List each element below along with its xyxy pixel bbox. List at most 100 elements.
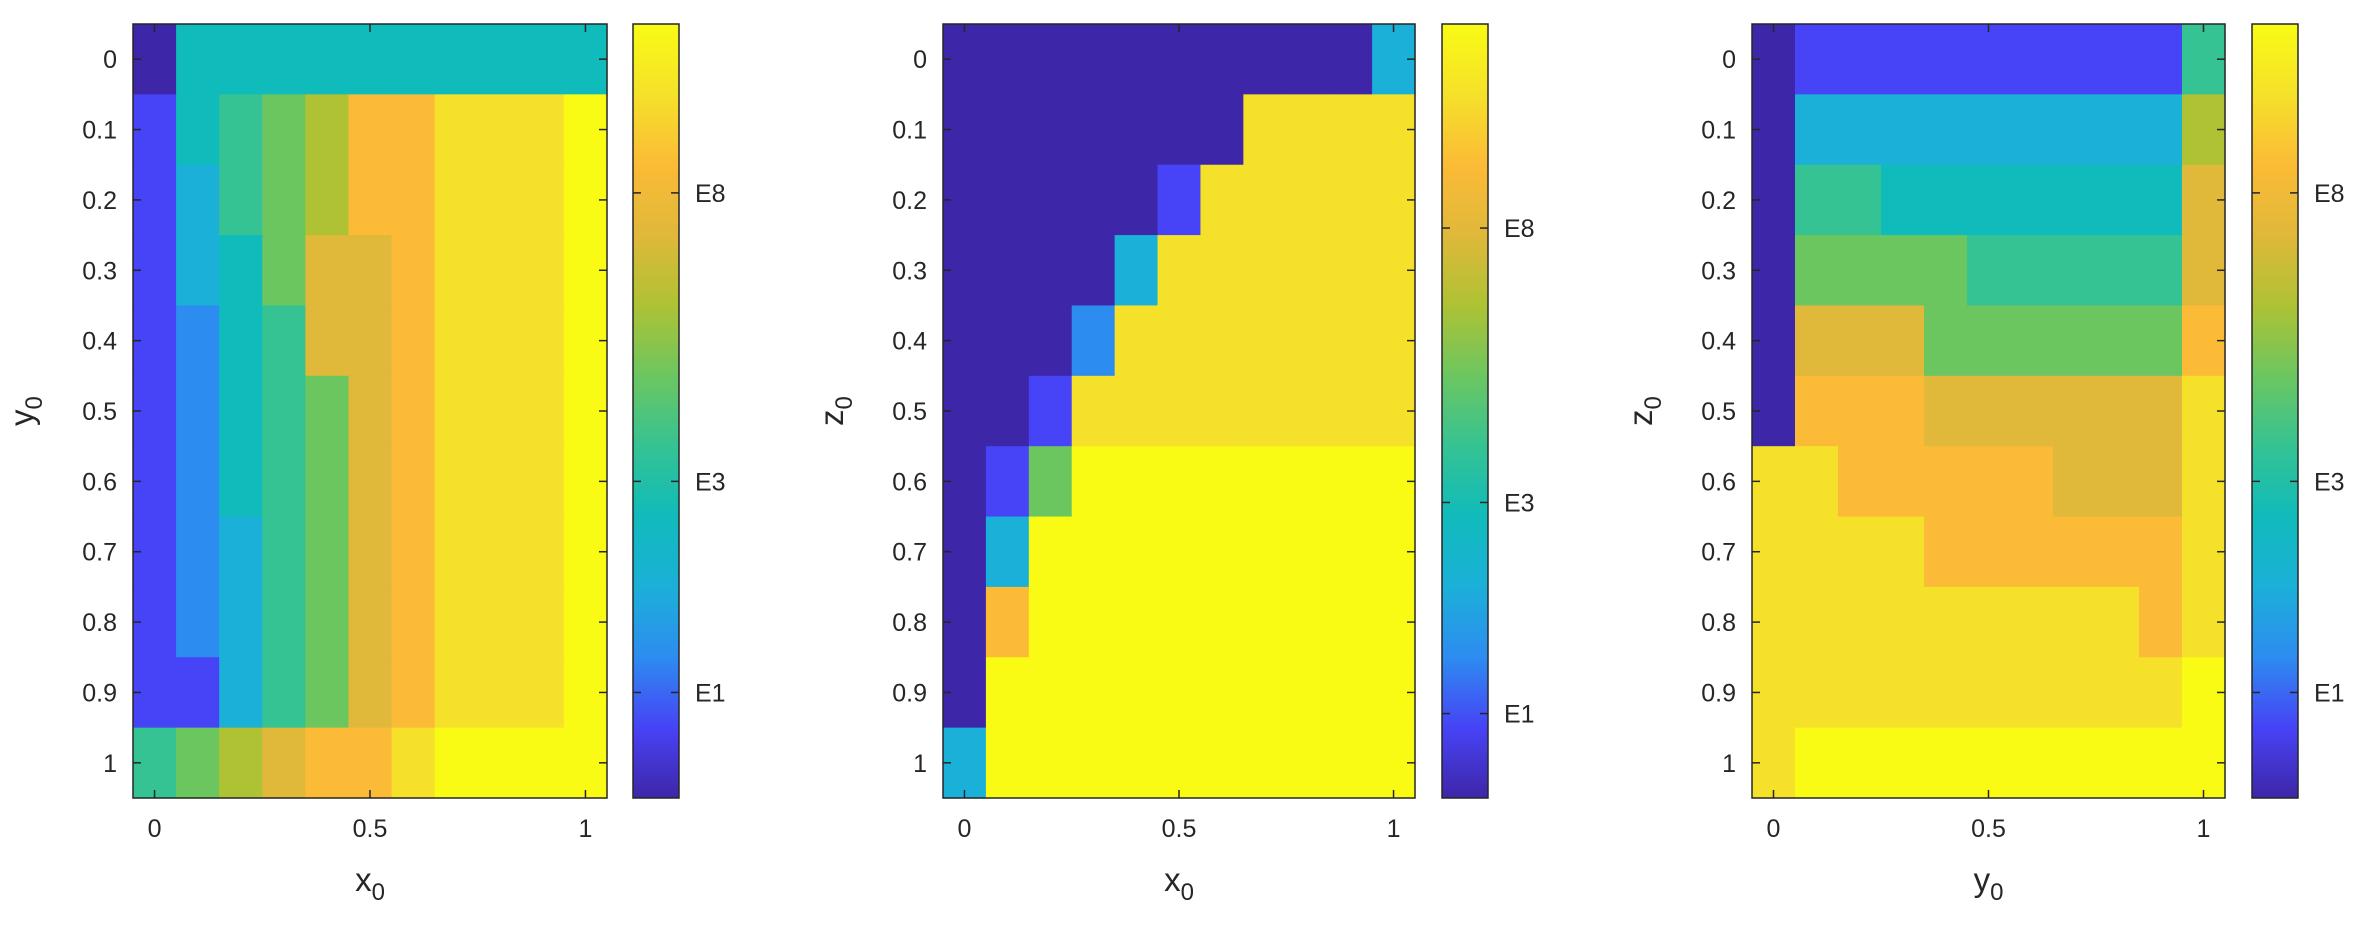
heatmap-cell xyxy=(1114,94,1159,166)
heatmap-cell xyxy=(2139,516,2183,588)
colorbar xyxy=(2251,23,2299,799)
heatmap-cell xyxy=(1329,586,1373,658)
heatmap-cell xyxy=(520,727,565,799)
heatmap-cell xyxy=(1924,727,1968,799)
heatmap-cell xyxy=(1243,446,1287,518)
heatmap-cell xyxy=(985,727,1030,799)
heatmap-cell xyxy=(348,516,393,588)
heatmap-cell xyxy=(1881,94,1925,166)
heatmap-cell xyxy=(1881,586,1925,658)
heatmap-cell xyxy=(1028,586,1073,658)
heatmap-cell xyxy=(434,235,479,307)
heatmap-cell xyxy=(1286,235,1330,307)
heatmap-cell xyxy=(219,586,263,658)
heatmap-cell xyxy=(391,375,436,447)
y-tick-label: 0.6 xyxy=(1701,468,1736,496)
heatmap-cell xyxy=(1967,446,2011,518)
heatmap-cell xyxy=(348,657,393,729)
heatmap-cell xyxy=(2139,657,2183,729)
heatmap-cell xyxy=(1286,94,1330,166)
heatmap-cell xyxy=(1071,24,1116,95)
heatmap-cell xyxy=(1243,657,1287,729)
heatmap-cell xyxy=(1838,516,1882,588)
heatmap-cell xyxy=(1243,375,1287,447)
heatmap-cell xyxy=(434,727,479,799)
heatmap-cell xyxy=(305,235,350,307)
heatmap-cell xyxy=(176,235,220,307)
heatmap-cell xyxy=(985,516,1030,588)
heatmap-cell xyxy=(1329,235,1373,307)
heatmap-cell xyxy=(1028,727,1073,799)
heatmap-cell xyxy=(1028,24,1073,95)
heatmap-cell xyxy=(1838,94,1882,166)
heatmap-cell xyxy=(2053,375,2097,447)
heatmap-cell xyxy=(2053,94,2097,166)
heatmap-cell xyxy=(1200,446,1244,518)
heatmap-cell xyxy=(1924,657,1968,729)
heatmap-cell xyxy=(305,657,350,729)
y-axis-label: y0 xyxy=(3,396,48,426)
y-tick-label: 0.5 xyxy=(82,398,117,426)
heatmap-cell xyxy=(477,24,522,95)
heatmap-cell xyxy=(1071,164,1116,236)
heatmap-cell xyxy=(1795,727,1839,799)
heatmap-cell xyxy=(477,94,522,166)
y-axis-label: z0 xyxy=(813,396,858,426)
heatmap-cell xyxy=(1243,24,1287,95)
heatmap-cell xyxy=(1838,24,1882,95)
heatmap-cell xyxy=(305,94,350,166)
heatmap-cell xyxy=(1924,235,1968,307)
heatmap-cell xyxy=(1924,516,1968,588)
heatmap-cell xyxy=(477,516,522,588)
heatmap-cell xyxy=(1795,164,1839,236)
heatmap-cell xyxy=(262,24,306,95)
heatmap-cell xyxy=(1200,586,1244,658)
heatmap-cell xyxy=(391,235,436,307)
heatmap-cell xyxy=(434,657,479,729)
heatmap-cell xyxy=(305,164,350,236)
heatmap-cell xyxy=(1071,727,1116,799)
heatmap-cell xyxy=(1286,657,1330,729)
heatmap-cell xyxy=(1028,516,1073,588)
y-tick-label: 0.7 xyxy=(892,539,927,567)
colorbar-tick-label: E3 xyxy=(695,468,726,496)
heatmap-cell xyxy=(1838,164,1882,236)
y-tick-label: 0.5 xyxy=(892,398,927,426)
heatmap-cell xyxy=(1200,657,1244,729)
colorbar-tick-label: E1 xyxy=(1504,701,1535,729)
heatmap-cell xyxy=(1114,727,1159,799)
y-tick-label: 0.1 xyxy=(82,117,117,145)
heatmap-cell xyxy=(2096,516,2140,588)
heatmap-cell xyxy=(1795,657,1839,729)
heatmap-cell xyxy=(520,235,565,307)
heatmap-cell xyxy=(2096,586,2140,658)
heatmap-cell xyxy=(348,446,393,518)
x-axis-label: x0 xyxy=(1164,861,1194,906)
y-tick-label: 0.8 xyxy=(892,609,927,637)
heatmap-cell xyxy=(2139,24,2183,95)
x-tick-label: 0 xyxy=(148,815,162,843)
heatmap-cell xyxy=(2139,305,2183,377)
heatmap-cell xyxy=(2010,24,2054,95)
heatmap-cell xyxy=(1200,24,1244,95)
heatmap-cell xyxy=(1200,94,1244,166)
heatmap-cell xyxy=(2053,657,2097,729)
heatmap-cell xyxy=(219,727,263,799)
heatmap-cell xyxy=(262,516,306,588)
heatmap-cell xyxy=(348,24,393,95)
heatmap-cell xyxy=(1114,586,1159,658)
heatmap-cell xyxy=(1200,727,1244,799)
heatmap-cell xyxy=(477,305,522,377)
heatmap-cell xyxy=(1838,375,1882,447)
colorbar-tick-label: E8 xyxy=(695,180,726,208)
colorbar xyxy=(1441,23,1489,799)
heatmap-cell xyxy=(2053,727,2097,799)
heatmap-cell xyxy=(1114,375,1159,447)
heatmap-cell xyxy=(2053,305,2097,377)
heatmap-cell xyxy=(1329,375,1373,447)
heatmap-cell xyxy=(1114,235,1159,307)
y-tick-label: 1 xyxy=(1722,750,1736,778)
heatmap-cell xyxy=(176,657,220,729)
heatmap-cell xyxy=(262,235,306,307)
heatmap-cell xyxy=(262,727,306,799)
